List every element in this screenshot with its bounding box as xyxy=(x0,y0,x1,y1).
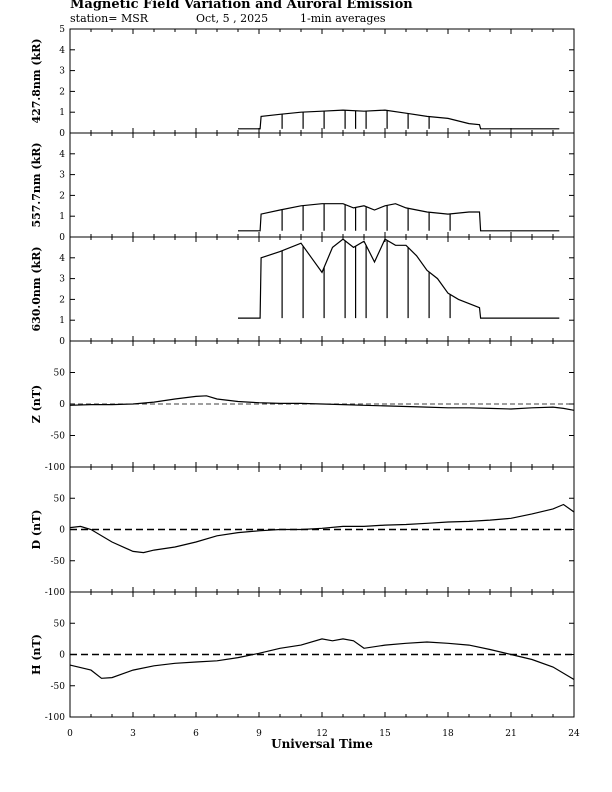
x-tick-label: 12 xyxy=(316,729,327,739)
panel-frame xyxy=(69,236,575,342)
y-tick-label: 0 xyxy=(59,400,65,410)
y-tick-label: 2 xyxy=(59,191,65,201)
y-tick-label: -100 xyxy=(45,463,65,473)
x-tick-label: 9 xyxy=(256,729,262,739)
y-tick-label: 50 xyxy=(54,369,66,379)
y-tick-label: 4 xyxy=(59,150,65,160)
averaging-label: 1-min averages xyxy=(300,12,386,25)
y-axis-label: D (nT) xyxy=(30,510,43,550)
y-tick-label: 0 xyxy=(59,233,65,243)
series-line-pZ xyxy=(69,395,575,411)
y-tick-label: 0 xyxy=(59,651,65,661)
x-tick-label: 21 xyxy=(505,729,516,739)
station-label: station= MSR xyxy=(70,12,149,25)
y-axis-label: 557.7nm (kR) xyxy=(30,142,43,227)
y-tick-label: 1 xyxy=(59,212,65,222)
y-axis-label: H (nT) xyxy=(30,634,43,675)
panel-frame xyxy=(69,132,575,238)
y-tick-label: 0 xyxy=(59,526,65,536)
series-line-p5577 xyxy=(238,203,560,232)
chart-title: Magnetic Field Variation and Auroral Emi… xyxy=(70,0,413,12)
y-tick-label: 2 xyxy=(59,87,65,97)
y-axis-label: 630.0nm (kR) xyxy=(30,246,43,331)
x-tick-label: 6 xyxy=(193,729,199,739)
y-tick-label: 1 xyxy=(59,316,65,326)
x-axis-label: Universal Time xyxy=(271,737,373,751)
y-tick-label: 4 xyxy=(59,46,65,56)
y-tick-label: 5 xyxy=(59,25,65,35)
y-tick-label: 50 xyxy=(54,619,66,629)
x-tick-label: 15 xyxy=(379,729,391,739)
y-axis-label: Z (nT) xyxy=(30,385,43,423)
y-tick-label: 3 xyxy=(59,67,65,77)
panel-frame xyxy=(69,28,575,134)
y-axis-label: 427.8nm (kR) xyxy=(30,38,43,123)
panel-frame xyxy=(69,466,575,593)
y-tick-label: 50 xyxy=(54,494,66,504)
y-tick-label: 4 xyxy=(59,254,65,264)
y-tick-label: -50 xyxy=(51,557,66,567)
series-line-p4278 xyxy=(238,109,560,130)
y-tick-label: 3 xyxy=(59,275,65,285)
y-tick-label: 3 xyxy=(59,171,65,181)
y-tick-label: 0 xyxy=(59,337,65,347)
panel-pZ: -100 -50 0 50 Z (nT) xyxy=(30,340,575,473)
panel-p4278: 0 1 2 3 4 5 427.8nm (kR) xyxy=(30,25,575,139)
y-tick-label: -100 xyxy=(45,588,65,598)
y-tick-label: -100 xyxy=(45,713,65,723)
x-tick-label: 3 xyxy=(130,729,136,739)
x-tick-label: 24 xyxy=(568,729,580,739)
panel-pH: -100 -50 0 50 H (nT) xyxy=(30,591,575,723)
y-tick-label: -50 xyxy=(51,432,66,442)
series-line-pH xyxy=(69,638,575,681)
panel-p5577: 0 1 2 3 4 557.7nm (kR) xyxy=(30,132,575,243)
x-tick-label: 18 xyxy=(442,729,454,739)
y-tick-label: 0 xyxy=(59,129,65,139)
panel-p6300: 0 1 2 3 4 630.0nm (kR) xyxy=(30,236,575,347)
x-tick-label: 0 xyxy=(67,729,73,739)
date-label: Oct, 5 , 2025 xyxy=(196,12,269,25)
y-tick-label: 1 xyxy=(59,108,65,118)
y-tick-label: 2 xyxy=(59,295,65,305)
series-line-p6300 xyxy=(238,238,560,319)
panel-frame xyxy=(69,591,575,718)
panel-pD: -100 -50 0 50 D (nT) xyxy=(30,466,575,598)
y-tick-label: -50 xyxy=(51,682,66,692)
series-line-pD xyxy=(69,503,575,554)
